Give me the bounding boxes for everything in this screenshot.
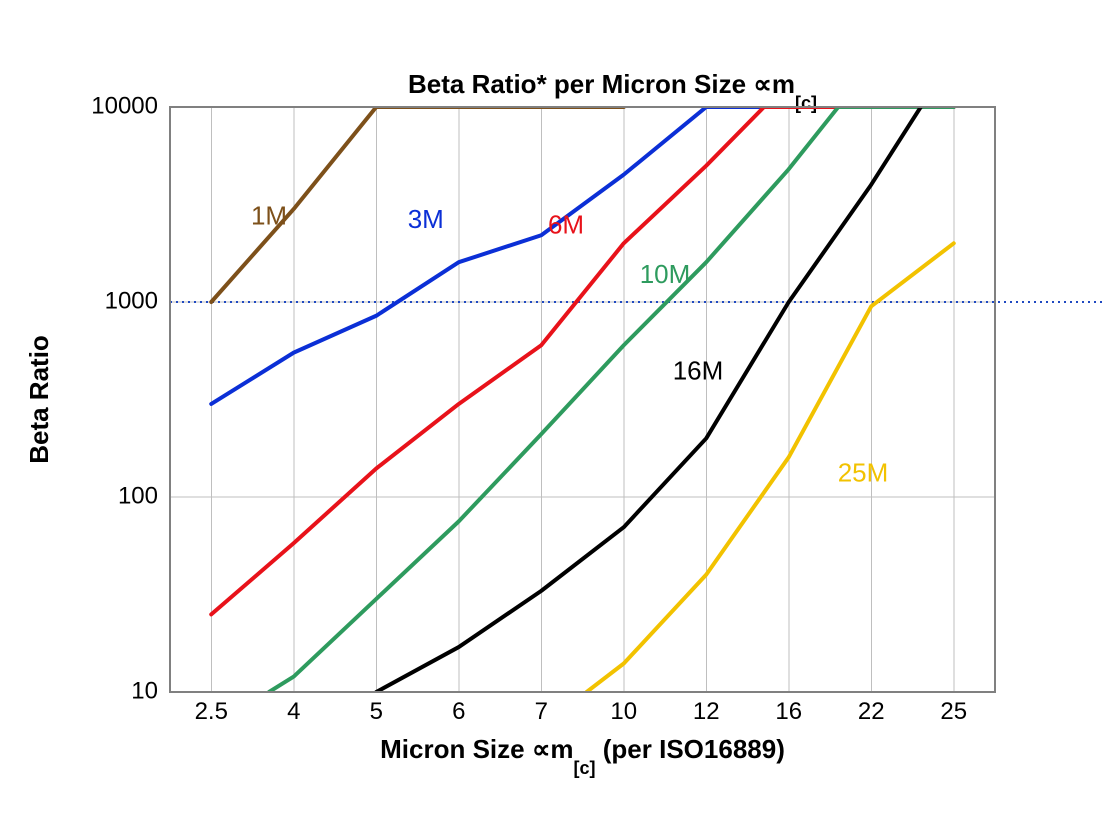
x-tick-label: 10 — [610, 698, 637, 725]
x-tick-label: 5 — [370, 698, 383, 725]
x-tick-label: 4 — [287, 698, 300, 725]
x-tick-label: 22 — [858, 698, 885, 725]
y-axis-ticks: 10 100 1000 10000 — [91, 92, 158, 704]
y-tick-label: 1000 — [105, 287, 158, 314]
y-tick-label: 100 — [118, 482, 158, 509]
y-tick-label: 10000 — [91, 92, 158, 119]
x-tick-label: 6 — [452, 698, 465, 725]
x-tick-label: 12 — [693, 698, 720, 725]
x-axis-ticks: 2.5 4 5 6 7 10 12 16 22 25 — [195, 698, 968, 725]
x-tick-label: 2.5 — [195, 698, 228, 725]
grid — [170, 107, 995, 692]
x-tick-label: 7 — [535, 698, 548, 725]
x-tick-label: 25 — [940, 698, 967, 725]
x-axis-label: Micron Size ∝m[c] (per ISO16889) — [380, 734, 785, 778]
series-group — [211, 107, 954, 692]
series-label-1M: 1M — [251, 200, 287, 230]
y-tick-label: 10 — [131, 677, 158, 704]
series-25M — [587, 243, 954, 692]
series-10M — [269, 107, 954, 692]
series-16M — [376, 107, 921, 692]
series-label-25M: 25M — [838, 458, 889, 488]
x-tick-label: 16 — [775, 698, 802, 725]
y-axis-label: Beta Ratio — [24, 335, 54, 464]
series-label-16M: 16M — [673, 356, 724, 386]
chart-container: 10 100 1000 10000 2.5 4 5 6 7 10 12 16 22 25 Beta Rati… — [0, 0, 1104, 824]
series-label-10M: 10M — [640, 259, 691, 289]
series-label-3M: 3M — [408, 204, 444, 234]
series-label-6M: 6M — [548, 209, 584, 239]
beta-ratio-chart: 10 100 1000 10000 2.5 4 5 6 7 10 12 16 22 25 Beta Rati… — [0, 0, 1104, 824]
